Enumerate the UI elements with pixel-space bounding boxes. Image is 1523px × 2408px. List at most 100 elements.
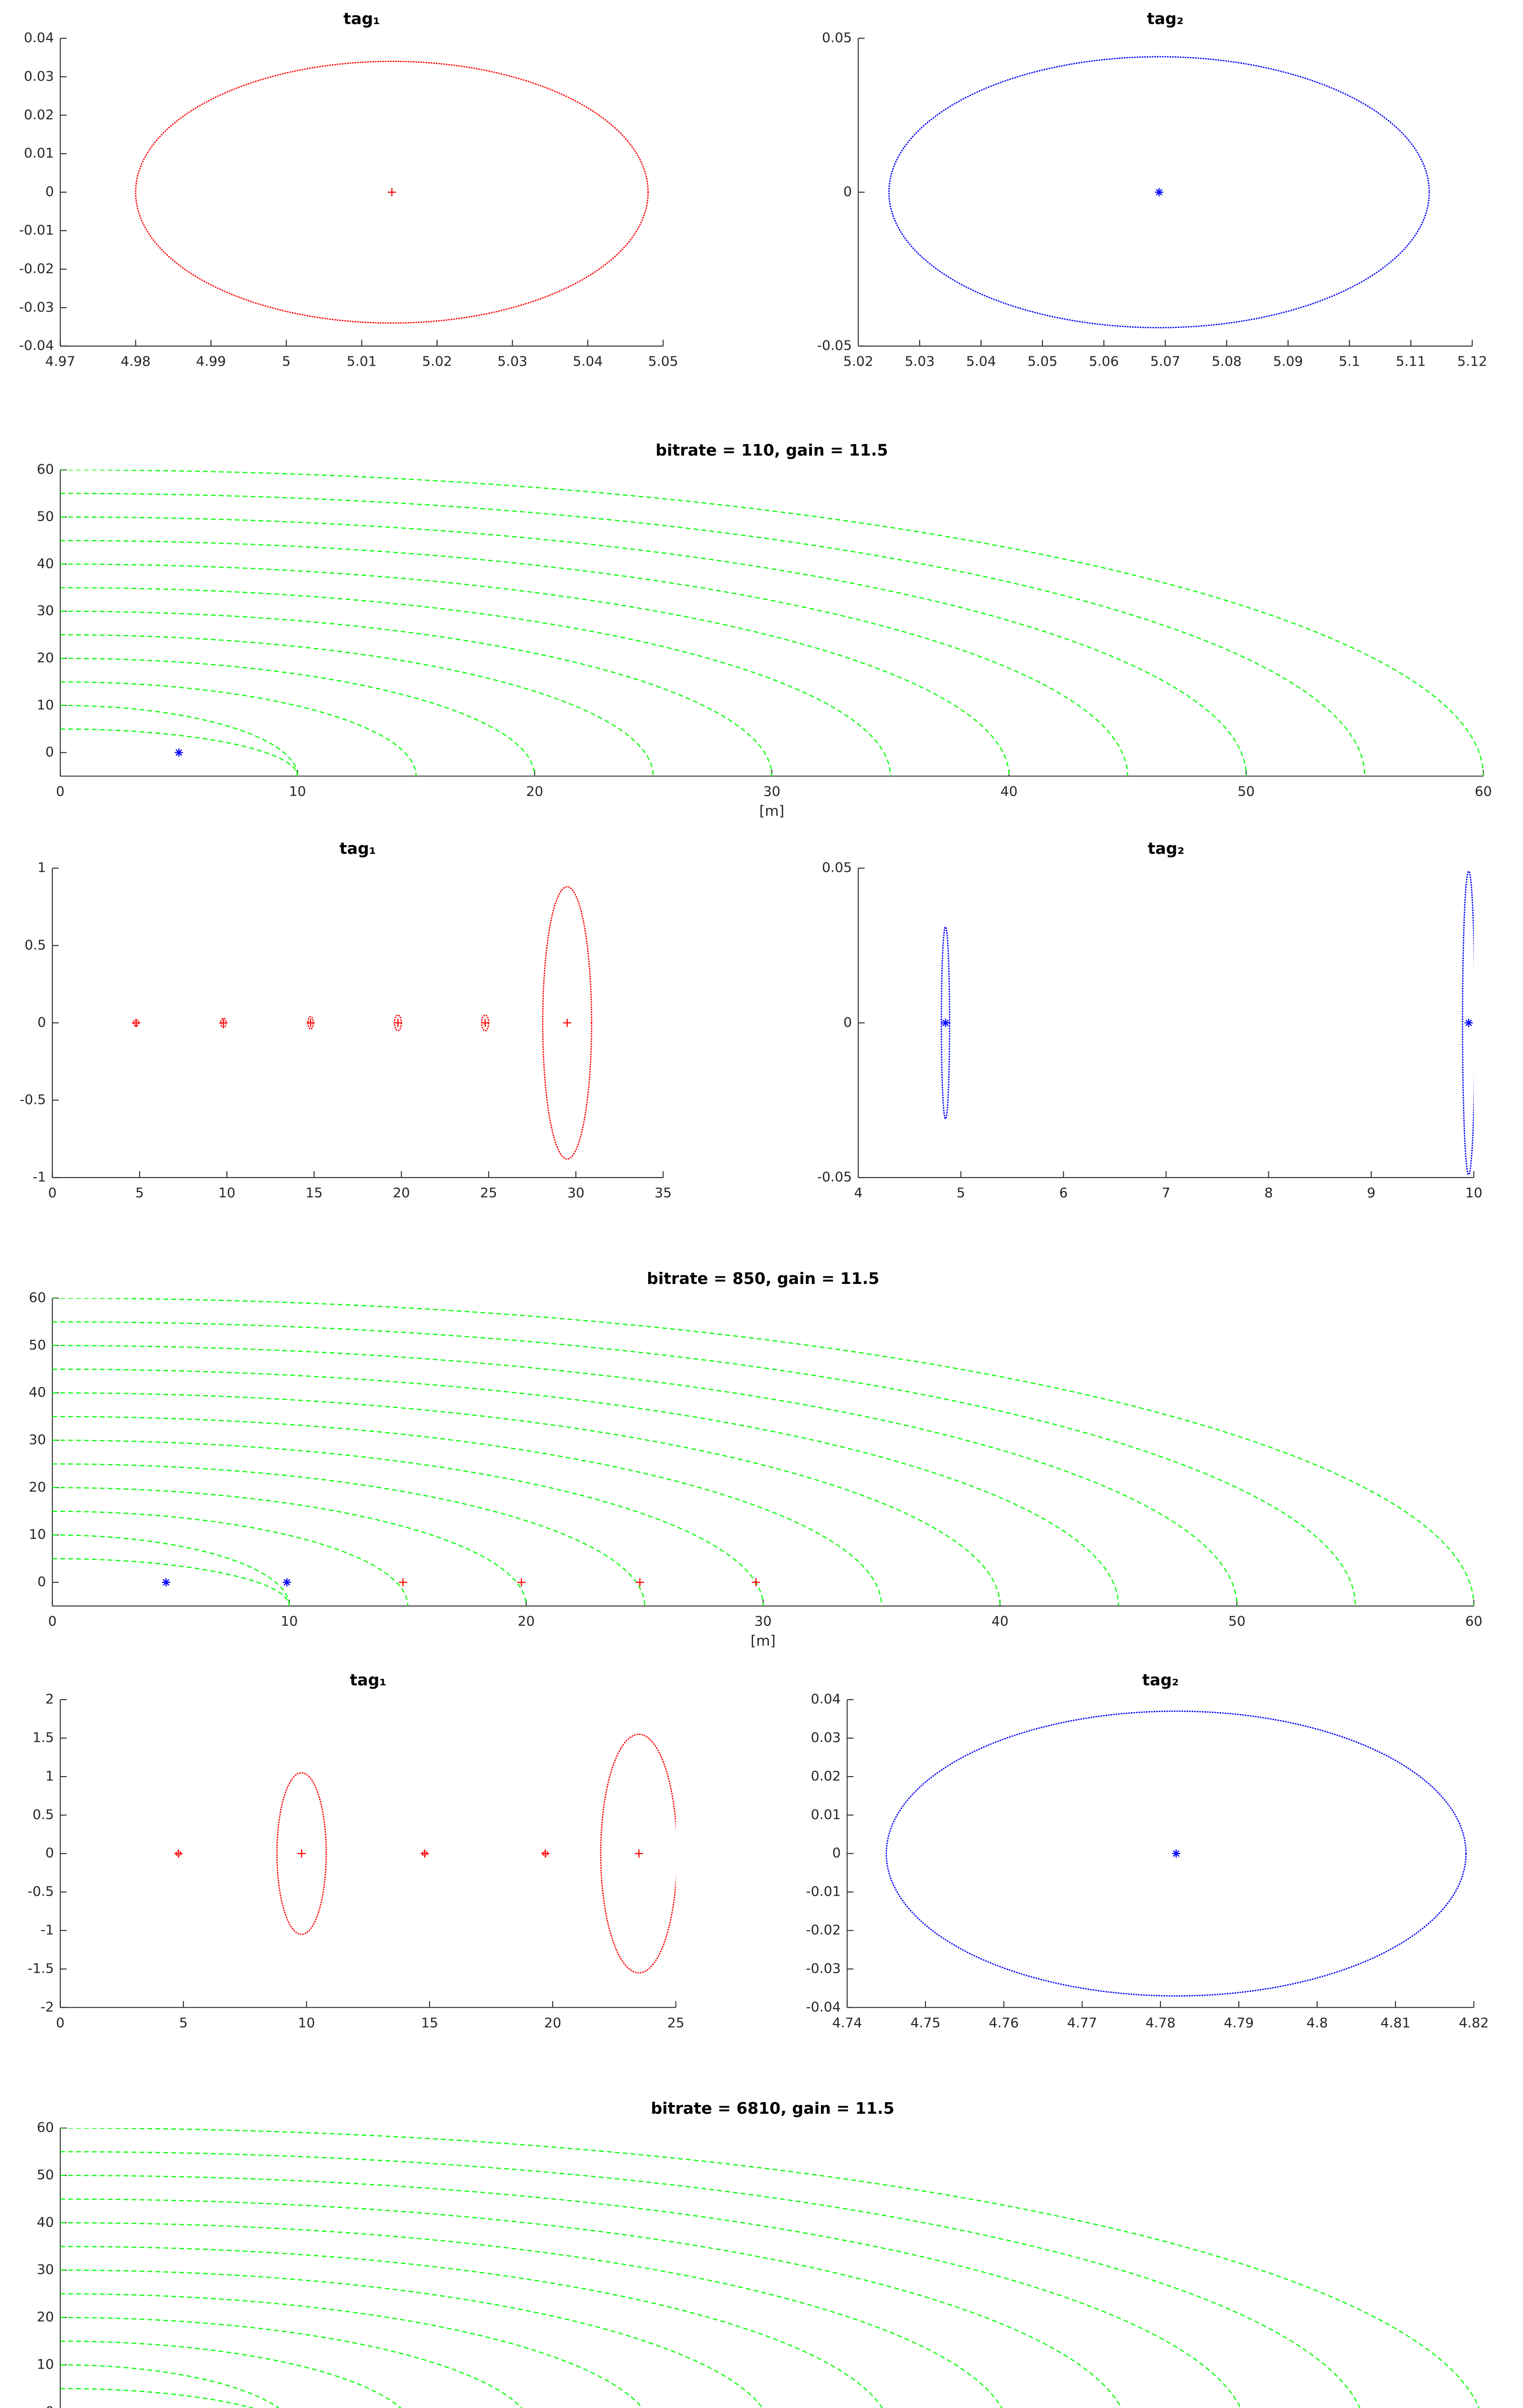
y-tick-label: 0.02 <box>24 106 54 122</box>
contour-line <box>60 587 891 776</box>
x-tick-label: 5.1 <box>1339 353 1360 369</box>
y-tick-label: 0 <box>45 744 54 760</box>
x-tick-label: 5.01 <box>347 353 377 369</box>
chart: tag₂ 5.02 5.03 5.04 5.05 5.06 5.07 5.08 5.09 5.1 5… <box>817 9 1487 369</box>
chart: bitrate = 6810, gain = 11.5 0 10 20 30 40 50 60… <box>37 2099 1480 2408</box>
contour-line <box>60 2316 523 2408</box>
chart: tag₂ 4 5 6 7 8 9 10 -0.05 0 0.05 <box>817 839 1483 1201</box>
y-tick-label: -0.05 <box>817 1169 852 1185</box>
contour-line <box>60 634 654 776</box>
contour-line <box>60 516 1247 776</box>
y-tick-label: 60 <box>37 461 54 477</box>
point-marker <box>399 1578 407 1587</box>
contour-line <box>60 563 1010 776</box>
x-tick-label: 5.07 <box>1150 353 1180 369</box>
x-tick-label: 5.02 <box>422 353 452 369</box>
y-tick-label: 20 <box>37 650 54 666</box>
y-tick-label: 0 <box>38 1014 46 1030</box>
chart-title: tag₂ <box>1148 839 1185 858</box>
x-tick-label: 5 <box>957 1185 965 1201</box>
x-axis-label: [m] <box>759 802 784 819</box>
x-tick-label: 5.05 <box>1028 353 1057 369</box>
x-tick-label: 35 <box>654 1185 672 1201</box>
y-tick-label: -0.01 <box>806 1884 841 1899</box>
contour-line <box>60 2269 763 2408</box>
x-tick-label: 60 <box>1465 1613 1483 1629</box>
y-tick-label: 30 <box>37 2262 54 2277</box>
point-marker <box>563 1019 572 1027</box>
y-tick-label: -0.04 <box>806 1999 841 2015</box>
chart: tag₁ 0 5 10 15 20 25 -2 -1.5 -1 -0.5 0 0.5 1 1.5 2 <box>27 1670 684 2030</box>
x-tick-label: 15 <box>306 1185 323 1201</box>
y-tick-label: 10 <box>29 1526 46 1542</box>
contour-line <box>60 2151 1361 2408</box>
x-tick-label: 0 <box>48 1185 57 1201</box>
contour-line <box>52 1368 1119 1606</box>
contour-line <box>60 657 535 776</box>
y-tick-label: 10 <box>37 697 54 713</box>
x-tick-label: 60 <box>1475 784 1492 799</box>
contour-line <box>52 1487 527 1606</box>
y-tick-label: 0.5 <box>25 937 46 953</box>
point-marker <box>219 1019 228 1027</box>
point-marker <box>541 1849 550 1858</box>
y-tick-label: 0.04 <box>811 1691 841 1707</box>
x-tick-label: 0 <box>56 784 65 799</box>
x-tick-label: 30 <box>763 784 781 799</box>
x-tick-label: 20 <box>526 784 544 799</box>
contour-line <box>52 1416 882 1606</box>
x-axis-label: [m] <box>751 1632 776 1649</box>
point-marker <box>481 1019 490 1027</box>
contour-line <box>60 681 417 776</box>
y-tick-label: -0.5 <box>20 1092 46 1108</box>
contour-line <box>60 470 1484 776</box>
chart-title: bitrate = 6810, gain = 11.5 <box>651 2099 895 2118</box>
x-tick-label: 20 <box>544 2015 561 2030</box>
contour-line <box>60 2128 1480 2408</box>
x-tick-label: 5 <box>135 1185 144 1201</box>
x-tick-label: 4.76 <box>989 2015 1019 2030</box>
contour-line <box>52 1392 1001 1606</box>
x-tick-label: 4.79 <box>1224 2015 1254 2030</box>
contour-line <box>52 1534 290 1606</box>
point-marker <box>388 188 396 196</box>
chart: tag₁ 4.97 4.98 4.99 5 5.01 5.02 5.03 5.04 5.05 -0.… <box>19 9 678 369</box>
chart: bitrate = 850, gain = 11.5 0 10 20 30 40 50 60 0… <box>29 1269 1483 1649</box>
x-tick-label: 10 <box>289 784 306 799</box>
x-tick-label: 5 <box>282 353 291 369</box>
x-tick-label: 20 <box>518 1613 535 1629</box>
contour-line <box>60 2388 254 2408</box>
x-tick-label: 0 <box>48 1613 57 1629</box>
y-tick-label: -0.05 <box>817 338 852 353</box>
y-tick-label: 60 <box>37 2120 54 2135</box>
point-marker <box>635 1849 643 1858</box>
y-tick-label: 0 <box>38 1574 46 1590</box>
y-tick-label: 2 <box>45 1691 54 1707</box>
plot-area <box>888 56 1430 328</box>
x-tick-label: 25 <box>667 2015 685 2030</box>
point-marker <box>517 1578 526 1587</box>
plot-area <box>60 470 1484 776</box>
x-tick-label: 4.81 <box>1380 2015 1410 2030</box>
error-ellipse <box>542 886 592 1160</box>
chart-title: tag₂ <box>1142 1670 1179 1689</box>
contour-line <box>60 2199 1122 2408</box>
x-tick-label: 10 <box>281 1613 298 1629</box>
y-tick-label: -0.02 <box>19 261 54 276</box>
contour-line <box>52 1345 1237 1606</box>
chart: tag₂ 4.74 4.75 4.76 4.77 4.78 4.79 4.8 4.81 4.82 -… <box>806 1670 1489 2030</box>
y-tick-label: 1 <box>45 1768 54 1784</box>
contour-line <box>52 1463 645 1606</box>
y-tick-label: 0.5 <box>32 1806 54 1822</box>
point-marker <box>420 1849 429 1858</box>
y-tick-label: 0 <box>45 1845 54 1861</box>
point-marker <box>1155 188 1163 196</box>
error-ellipse <box>885 1710 1467 1997</box>
chart: tag₁ 0 5 10 15 20 25 30 35 -1 -0.5 0 0.5 1 <box>20 839 672 1201</box>
point-marker <box>636 1578 644 1587</box>
contour-line <box>52 1298 1474 1606</box>
y-tick-label: 0 <box>45 183 54 199</box>
chart-title: bitrate = 110, gain = 11.5 <box>656 441 888 459</box>
